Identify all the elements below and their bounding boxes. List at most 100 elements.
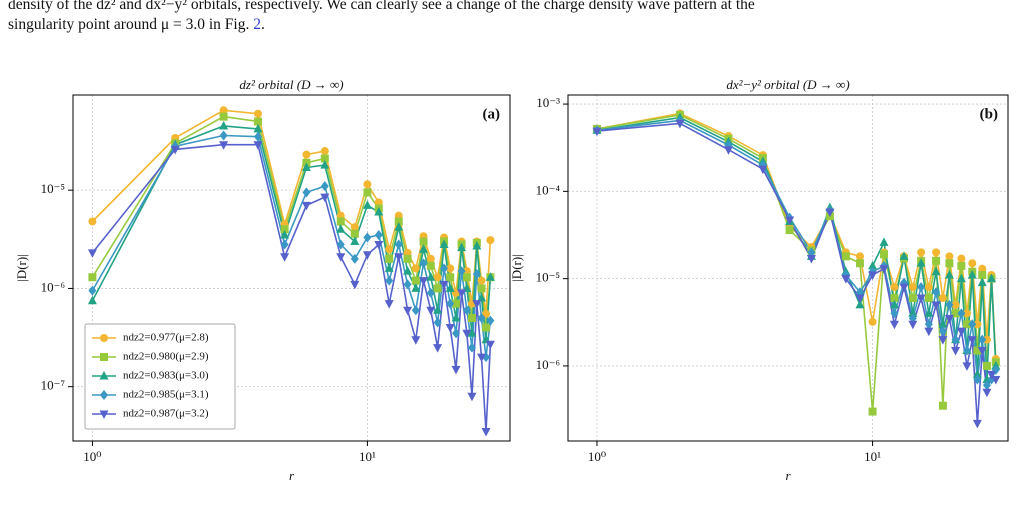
marker: [968, 319, 977, 330]
marker: [951, 300, 960, 309]
marker: [973, 320, 982, 329]
marker: [301, 201, 311, 211]
marker: [446, 298, 455, 309]
y-tick-label: 10⁻⁶: [536, 357, 560, 372]
marker: [446, 273, 455, 282]
marker: [977, 347, 987, 356]
marker: [462, 267, 471, 276]
marker: [982, 388, 992, 398]
marker: [967, 336, 977, 345]
marker: [991, 375, 1001, 385]
marker: [944, 314, 954, 324]
y-tick-label: 10⁻⁵: [41, 181, 65, 196]
marker: [363, 188, 372, 197]
legend-label: ndz2=0.980(μ=2.9): [123, 351, 209, 363]
marker: [426, 261, 435, 270]
marker: [99, 371, 109, 380]
marker: [951, 347, 961, 356]
marker: [855, 299, 865, 309]
marker: [899, 251, 909, 260]
marker: [99, 410, 109, 419]
marker: [320, 147, 329, 156]
marker: [302, 187, 311, 198]
marker: [899, 283, 909, 293]
marker: [253, 141, 263, 150]
marker: [868, 407, 877, 416]
marker: [957, 308, 966, 319]
marker: [482, 309, 491, 318]
marker: [439, 239, 449, 248]
marker: [908, 308, 918, 317]
marker: [962, 309, 971, 318]
marker: [924, 283, 933, 292]
marker: [87, 249, 97, 258]
marker: [440, 263, 449, 274]
marker: [477, 284, 486, 293]
marker: [100, 353, 108, 361]
marker: [924, 319, 933, 330]
y-axis-label: |D(r)|: [509, 254, 524, 282]
panel-label: (b): [980, 106, 998, 122]
legend-box: [84, 323, 236, 430]
x-tick-label: 10¹: [864, 449, 881, 464]
marker: [477, 312, 486, 323]
marker: [394, 222, 404, 231]
series-line: [91, 134, 492, 358]
marker: [451, 365, 461, 375]
marker: [785, 216, 795, 225]
marker: [855, 294, 865, 303]
marker: [445, 283, 455, 292]
marker: [336, 239, 345, 250]
marker: [462, 273, 471, 282]
marker: [350, 229, 359, 238]
series-line: [596, 112, 997, 360]
marker: [350, 223, 359, 232]
marker: [962, 345, 971, 356]
marker: [879, 265, 889, 274]
marker: [889, 299, 899, 309]
marker: [978, 334, 987, 345]
marker: [785, 226, 794, 235]
text: .: [261, 16, 265, 33]
marker: [219, 141, 229, 150]
plot-frame: [567, 94, 1009, 442]
marker: [362, 200, 372, 209]
marker: [88, 285, 97, 296]
marker: [956, 327, 966, 337]
marker: [482, 323, 491, 332]
marker: [253, 109, 262, 118]
marker: [908, 283, 917, 292]
marker: [973, 346, 982, 355]
marker: [219, 106, 228, 115]
marker: [451, 312, 461, 322]
marker: [219, 130, 228, 141]
marker: [457, 242, 467, 252]
marker: [890, 293, 899, 302]
marker: [385, 245, 394, 254]
marker: [394, 253, 404, 262]
marker: [868, 271, 878, 281]
marker: [957, 261, 966, 270]
series-line: [91, 143, 492, 432]
marker: [962, 320, 971, 329]
marker: [384, 263, 394, 272]
marker: [807, 247, 816, 258]
marker: [350, 236, 360, 246]
plot-frame: [72, 94, 511, 442]
chart-title: dz² orbital (D → ∞): [239, 77, 343, 92]
marker: [280, 239, 289, 250]
marker: [938, 336, 948, 345]
figure-link[interactable]: 2: [253, 16, 261, 33]
marker: [932, 256, 941, 265]
marker: [978, 264, 987, 273]
marker: [350, 253, 359, 264]
marker: [908, 320, 918, 330]
series-line: [91, 109, 492, 315]
marker: [931, 301, 941, 310]
marker: [924, 308, 934, 317]
marker: [472, 269, 481, 280]
x-tick-label: 10⁰: [588, 449, 606, 464]
marker: [932, 248, 941, 257]
